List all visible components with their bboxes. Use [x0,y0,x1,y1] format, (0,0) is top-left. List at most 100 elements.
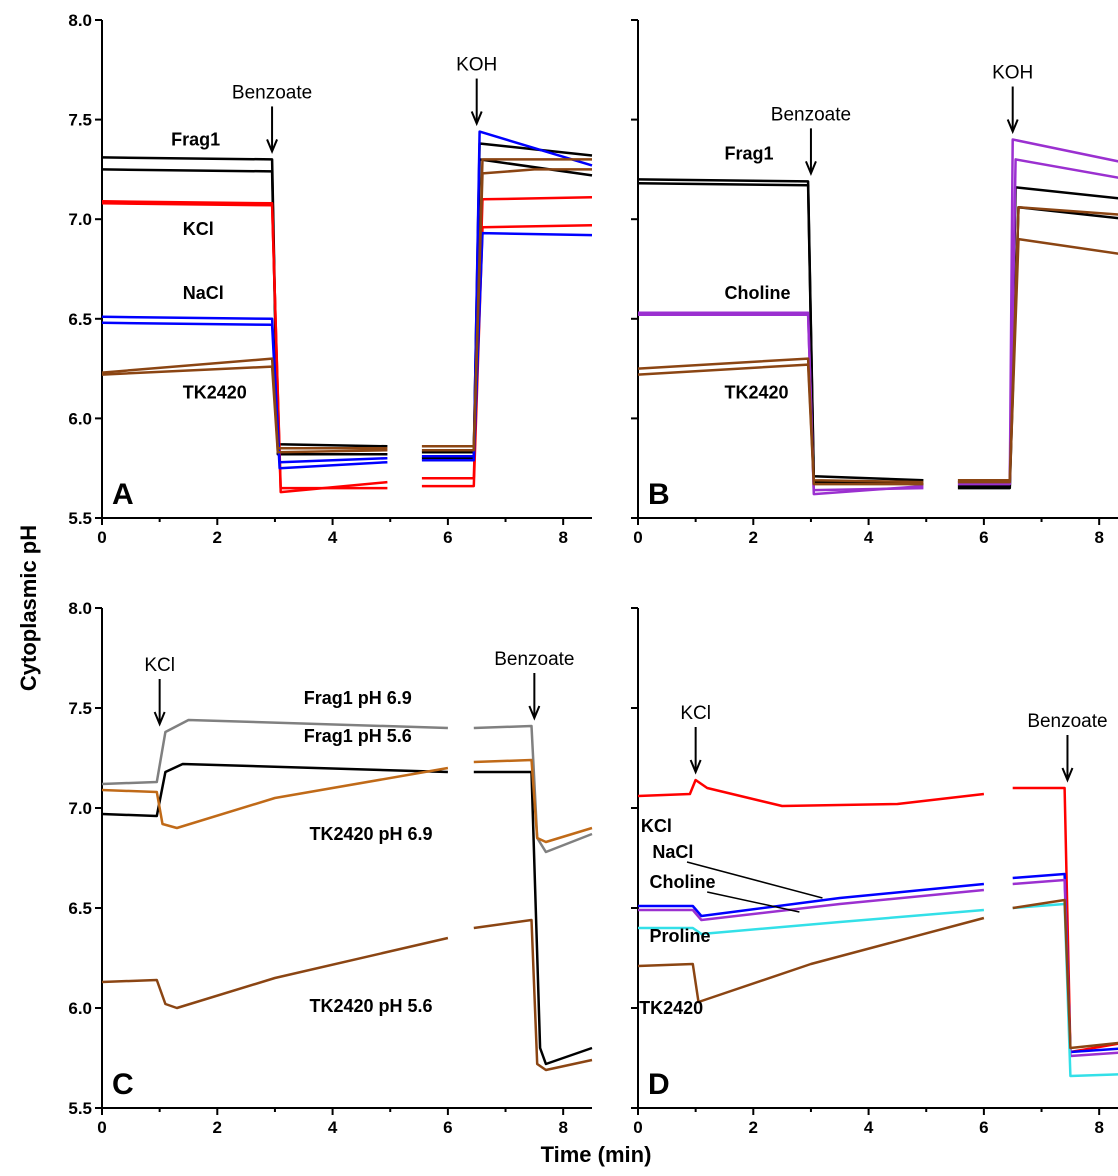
panel-letter: A [112,478,134,511]
series-label: Choline [724,283,790,303]
arrow-label: Benzoate [1027,711,1107,732]
y-tick-label: 6.0 [68,999,92,1018]
x-tick-label: 6 [443,528,452,547]
series-line-4 [421,130,593,458]
series-line-1 [101,168,388,456]
panel-b: 0 2 4 6 8 Benzoate KOH Frag1 Choline TK2420 B [631,19,1118,547]
arrow-head [470,111,483,127]
arrow-label: KOH [456,55,497,76]
panel-c: 5.5 6.0 6.5 7.0 7.5 8.0 0 2 4 6 8 KCl Benzoate Frag1 … [68,599,593,1137]
series-line-3 [101,936,449,1010]
y-tick-label: 6.5 [68,899,92,918]
arrow-label: KCl [144,655,175,676]
series-label: TK2420 [639,998,703,1018]
series-line-3 [473,918,593,1072]
panel-d: 0 2 4 6 8 KCl Benzoate KCl NaCl Choline Proline TK2… [631,607,1118,1137]
y-tick-label: 7.0 [68,799,92,818]
series-label: Frag1 pH 5.6 [304,726,412,746]
arrow-head [1006,119,1019,135]
x-tick-label: 2 [213,1118,222,1137]
x-tick-label: 0 [97,1118,106,1137]
y-tick-label: 8.0 [68,11,92,30]
x-tick-label: 0 [97,528,106,547]
series-line-1 [421,158,593,460]
series-label: Frag1 [724,143,773,163]
arrow-label: KCl [680,703,711,724]
series-label: NaCl [652,842,693,862]
x-tick-label: 4 [864,528,874,547]
series-line-2 [638,311,924,496]
series-line-5 [421,231,593,462]
y-tick-label: 6.5 [68,310,92,329]
series-line-0 [101,718,448,786]
series-line-2 [638,888,985,922]
series-line-0 [1012,786,1118,1054]
series-line-0 [421,142,593,454]
series-line-4 [637,357,924,484]
series-line-2 [473,758,593,844]
series-line-1 [473,770,593,1066]
label-leader-line [686,861,823,899]
series-line-0 [957,186,1118,488]
series-line-5 [101,321,388,470]
arrow-head [153,711,166,727]
y-tick-label: 7.5 [68,111,92,130]
x-tick-label: 6 [979,1118,988,1137]
x-tick-label: 6 [979,528,988,547]
x-tick-label: 8 [1094,528,1103,547]
y-axis-title: Cytoplasmic pH [16,525,41,691]
y-tick-label: 5.5 [68,1099,92,1118]
series-line-3 [957,158,1118,486]
series-line-4 [1012,898,1118,1050]
panel-a: 5.5 6.0 6.5 7.0 7.5 8.0 0 2 4 6 8 Benzoate KOH Frag1 K… [68,11,593,547]
panel-letter: D [648,1068,670,1101]
series-line-0 [637,178,924,482]
arrow-head [266,139,278,155]
x-tick-label: 0 [633,1118,642,1137]
series-line-5 [957,237,1118,484]
series-line-4 [637,916,985,1004]
series-label: NaCl [183,283,224,303]
series-label: TK2420 pH 5.6 [310,996,433,1016]
series-label: TK2420 [183,382,247,402]
series-line-3 [638,908,985,936]
arrow-label: KOH [992,63,1033,84]
y-tick-label: 7.5 [68,699,92,718]
series-line-1 [101,762,448,818]
arrow-head [528,705,541,721]
series-label: KCl [641,816,672,836]
label-leader-line [707,891,800,913]
series-label: Frag1 [171,129,220,149]
series-line-0 [637,778,985,808]
x-tick-label: 6 [443,1118,452,1137]
series-label: TK2420 [724,382,788,402]
y-tick-label: 6.0 [68,409,92,428]
y-tick-label: 5.5 [68,509,92,528]
x-tick-label: 2 [749,528,758,547]
series-line-7 [101,365,388,454]
series-line-2 [101,766,449,830]
panel-letter: C [112,1068,134,1101]
series-line-1 [637,182,924,486]
y-tick-label: 8.0 [68,599,92,618]
series-line-5 [637,363,924,486]
series-label: TK2420 pH 6.9 [310,824,433,844]
x-axis-title: Time (min) [541,1142,652,1167]
series-line-4 [957,205,1118,482]
series-line-3 [101,202,388,490]
arrow-head [689,759,702,775]
arrow-head [1061,767,1074,783]
series-label: KCl [183,219,214,239]
arrow-label: Benzoate [494,649,574,670]
x-tick-label: 8 [558,528,567,547]
panel-letter: B [648,478,670,511]
x-tick-label: 4 [328,528,338,547]
x-tick-label: 2 [749,1118,758,1137]
x-tick-label: 8 [1094,1118,1103,1137]
series-line-7 [421,168,592,452]
series-label: Proline [650,926,711,946]
x-tick-label: 2 [213,528,222,547]
y-tick-label: 7.0 [68,210,92,229]
series-label: Frag1 pH 6.9 [304,688,412,708]
